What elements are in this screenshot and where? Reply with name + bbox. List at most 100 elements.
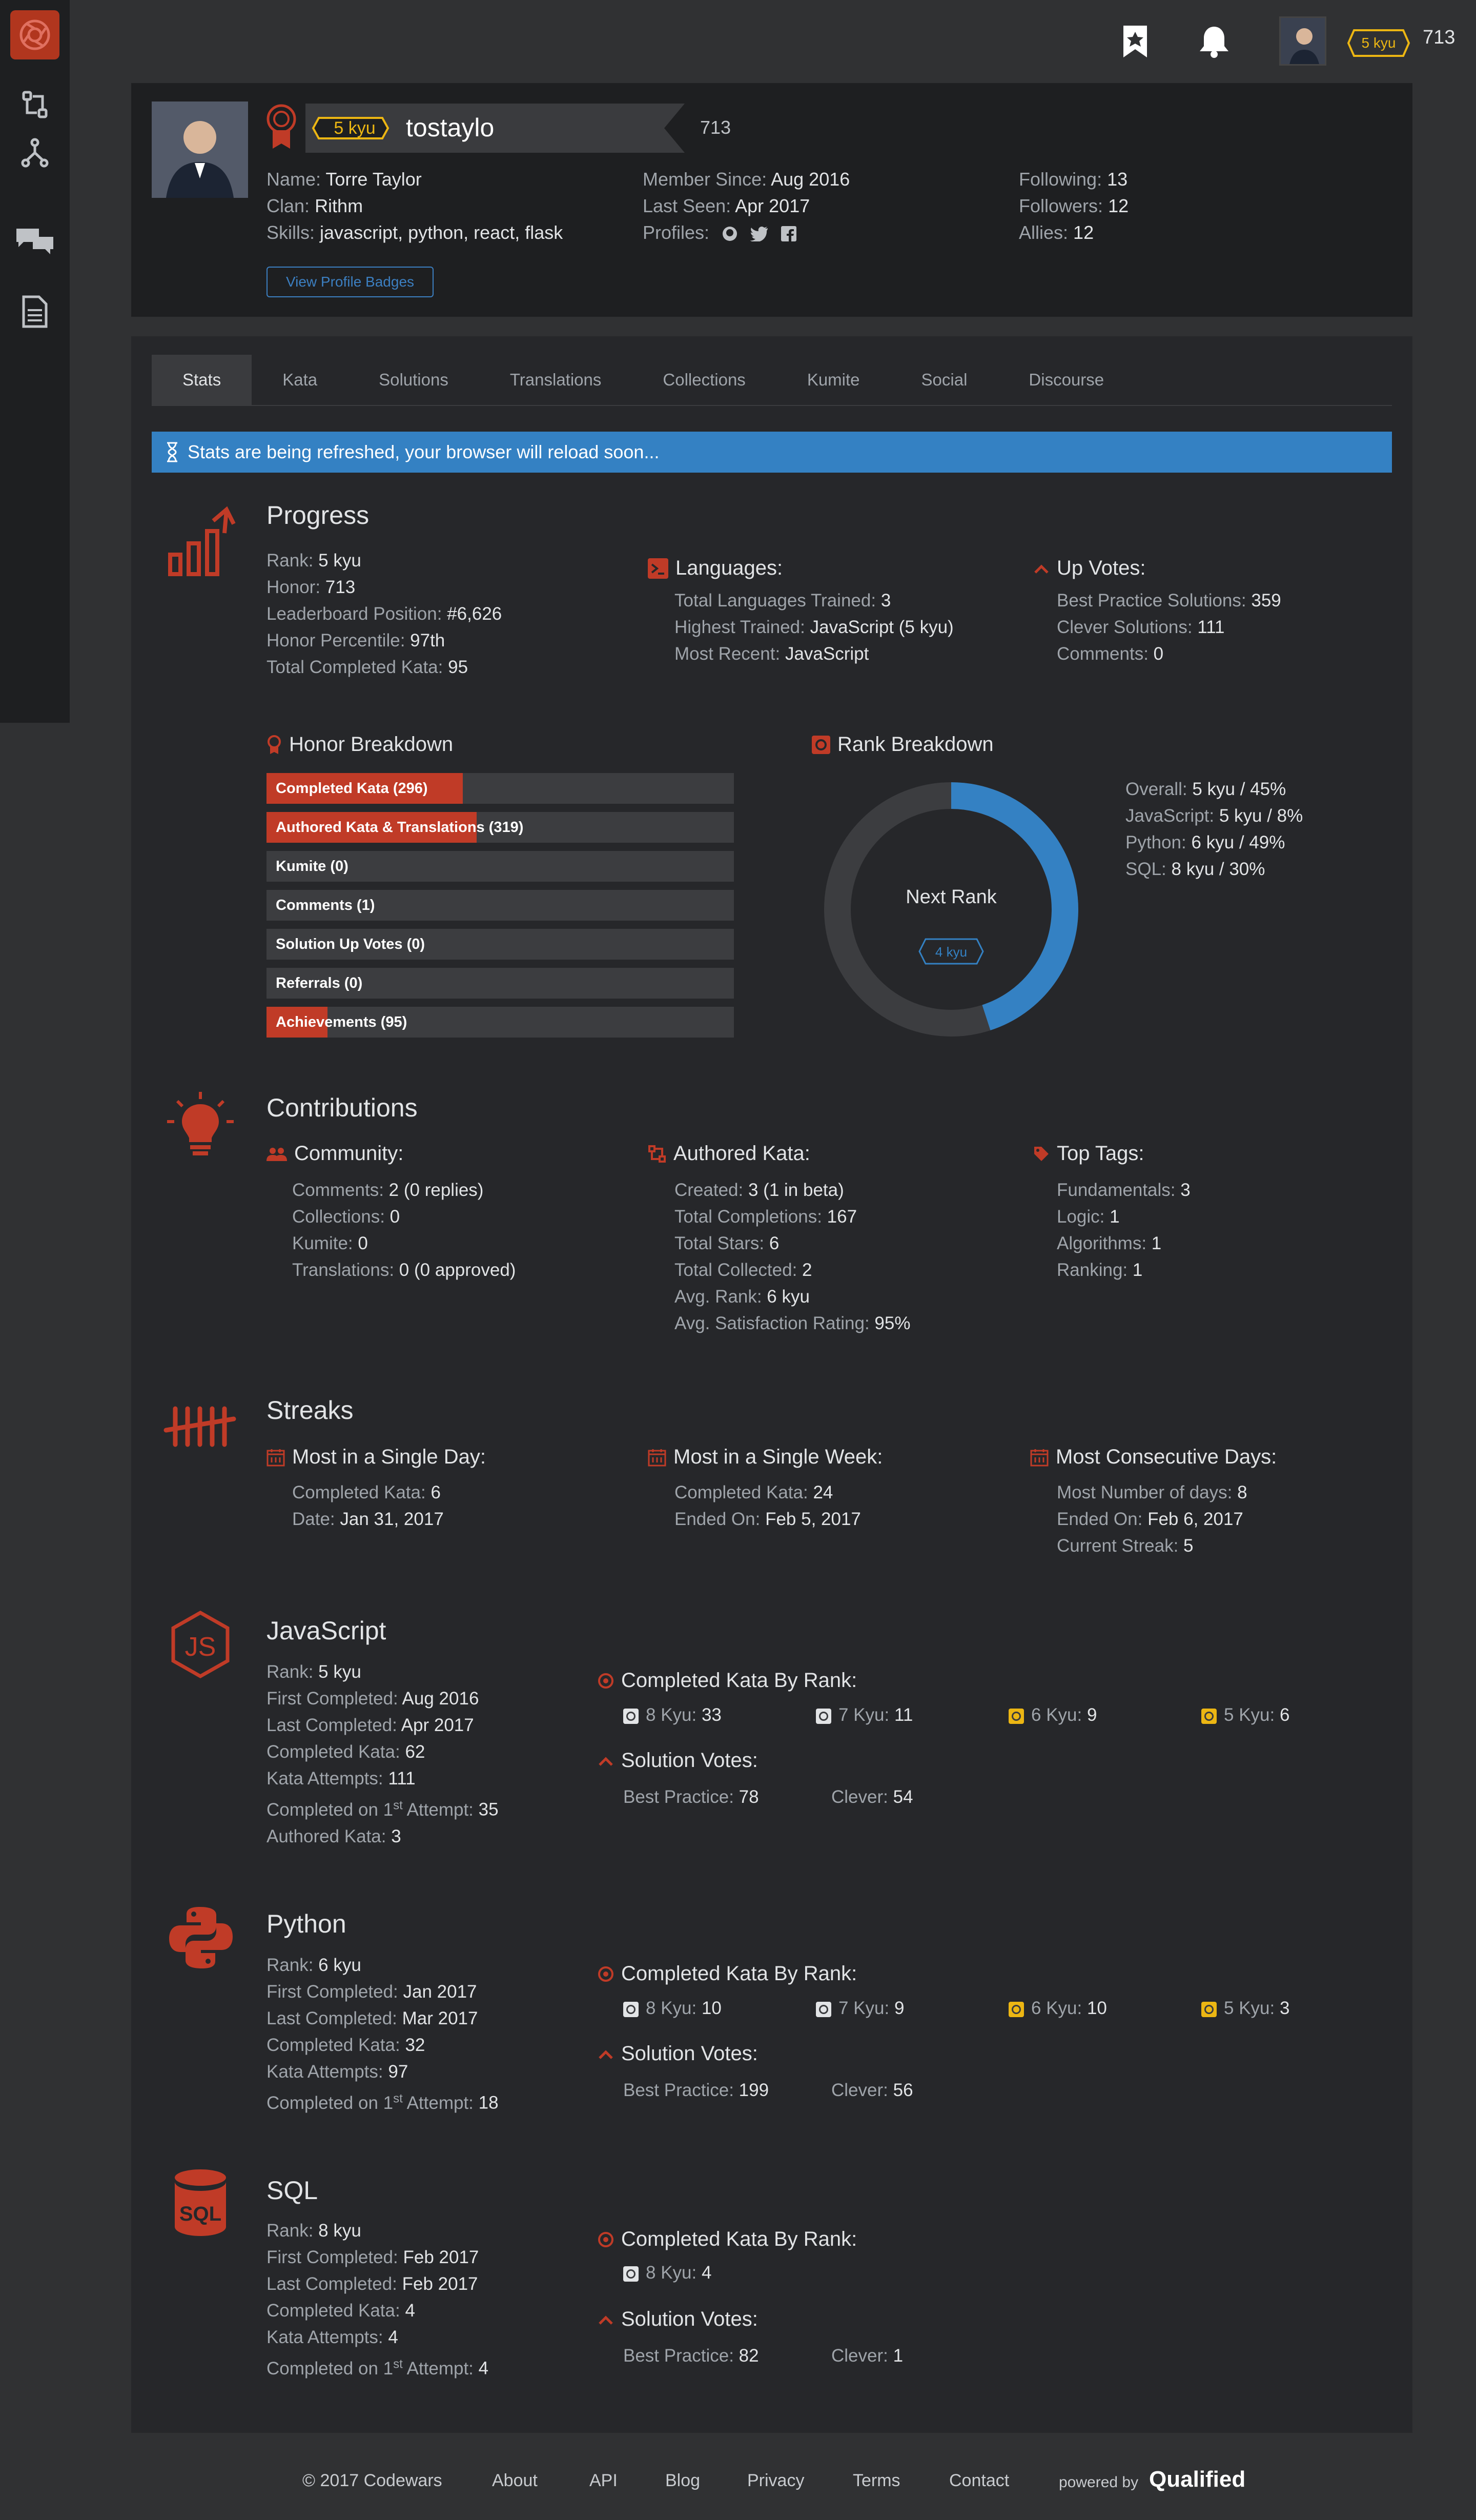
authored-kata-icon [648,1145,666,1163]
progress-title: Progress [266,501,370,530]
rank-breakdown-list: Overall: 5 kyu / 45% JavaScript: 5 kyu /… [1125,776,1303,883]
upvotes-stats: Best Practice Solutions: 359 Clever Solu… [1057,587,1281,667]
rank-target-icon [598,1673,613,1689]
codewars-logo[interactable] [10,10,59,59]
tag-icon [1034,1146,1049,1161]
profile-avatar [152,101,248,198]
tab-social[interactable]: Social [921,370,968,389]
honor-bar-achievements: Achievements (95) [266,1007,734,1038]
js-first-attempt-row: Completed on 1st Attempt: 35 [266,1798,499,1820]
contributions-title: Contributions [266,1093,418,1122]
consecutive-days-stats: Most Number of days: 8 Ended On: Feb 6, … [1057,1479,1247,1559]
py-5kyu: 5 Kyu: 3 [1201,1995,1289,2022]
authored-stars-row: Total Stars: 6 [674,1233,780,1253]
kumite-icon[interactable] [10,128,59,177]
profile-card: 5 kyu tostaylo 713 Name: Torre Taylor Cl… [131,83,1412,317]
followers-row: Followers: 12 [1019,195,1129,216]
notifications-bell-icon[interactable] [1191,18,1237,65]
facebook-icon[interactable] [781,226,797,242]
honor-percentile-row: Honor Percentile: 97th [266,631,445,651]
qualified-logo[interactable]: Qualified [1149,2467,1246,2492]
consecutive-ended-row: Ended On: Feb 6, 2017 [1057,1509,1243,1529]
username-banner: 5 kyu tostaylo [305,104,685,153]
sql-best-practice: Best Practice: 82 [623,2346,759,2366]
twitter-icon[interactable] [750,226,769,242]
footer-link-api[interactable]: API [589,2471,618,2490]
tab-solutions[interactable]: Solutions [379,370,448,389]
footer-link-about[interactable]: About [492,2471,538,2490]
tally-marks-icon [162,1387,239,1464]
terminal-icon [648,558,668,579]
profile-honor: 713 [700,117,731,138]
tab-kumite[interactable]: Kumite [807,370,860,389]
refresh-alert: Stats are being refreshed, your browser … [152,432,1392,473]
py-best-practice: Best Practice: 199 [623,2080,769,2100]
py-last-completed-row: Last Completed: Mar 2017 [266,2008,478,2028]
practice-icon[interactable] [10,80,59,129]
sql-by-rank-heading: Completed Kata By Rank: [598,2228,857,2251]
py-8kyu: 8 Kyu: 10 [623,1995,722,2022]
py-6kyu: 6 Kyu: 10 [1009,1995,1107,2022]
total-completed-row: Total Completed Kata: 95 [266,657,468,677]
member-since-row: Member Since: Aug 2016 [643,169,850,190]
python-icon [162,1900,239,1977]
rank-progress-arc [824,782,1078,1037]
consecutive-most-row: Most Number of days: 8 [1057,1482,1247,1502]
tab-stats[interactable]: Stats [152,355,252,405]
js-5kyu: 5 Kyu: 6 [1201,1702,1289,1729]
sql-stats: Rank: 8 kyu First Completed: Feb 2017 La… [266,2218,488,2382]
community-kumite-row: Kumite: 0 [292,1233,368,1253]
discussion-icon[interactable] [10,215,59,265]
medal-icon [268,735,281,754]
authored-kata-stats: Created: 3 (1 in beta) Total Completions… [674,1177,910,1337]
tab-collections[interactable]: Collections [663,370,746,389]
rank-overall-row: Overall: 5 kyu / 45% [1125,779,1286,799]
sql-completed-kata-row: Completed Kata: 4 [266,2301,415,2321]
honor-bar-comments: Comments (1) [266,890,734,921]
profile-info-col3: Following: 13 Followers: 12 Allies: 12 [1019,166,1129,246]
py-rank-row: Rank: 6 kyu [266,1955,361,1975]
js-6kyu: 6 Kyu: 9 [1009,1702,1097,1729]
rank-sql-row: SQL: 8 kyu / 30% [1125,859,1265,879]
footer-powered-by: powered by [1059,2474,1139,2491]
tab-translations[interactable]: Translations [509,370,602,389]
authored-kata-heading: Authored Kata: [648,1142,810,1165]
authored-created-row: Created: 3 (1 in beta) [674,1180,844,1200]
js-completed-kata-row: Completed Kata: 62 [266,1742,425,1762]
consecutive-days-heading: Most Consecutive Days: [1030,1446,1277,1469]
day-date-row: Date: Jan 31, 2017 [292,1509,444,1529]
profile-skills-row: Skills: javascript, python, react, flask [266,222,563,243]
honor-breakdown-heading: Honor Breakdown [266,733,453,756]
sql-first-completed-row: First Completed: Feb 2017 [266,2247,479,2267]
bookmark-star-icon[interactable] [1112,18,1158,65]
tab-kata[interactable]: Kata [282,370,318,389]
footer-link-contact[interactable]: Contact [949,2471,1010,2490]
user-avatar[interactable] [1279,16,1326,66]
honor-bar-solution-upvotes: Solution Up Votes (0) [266,929,734,960]
footer-link-terms[interactable]: Terms [853,2471,900,2490]
tag-fundamentals-row: Fundamentals: 3 [1057,1180,1191,1200]
footer-link-privacy[interactable]: Privacy [747,2471,805,2490]
calendar-icon [648,1449,666,1466]
allies-row: Allies: 12 [1019,222,1094,243]
footer-link-blog[interactable]: Blog [665,2471,701,2490]
chevron-up-icon [1034,564,1049,574]
sidebar [0,0,70,723]
streaks-title: Streaks [266,1396,354,1425]
progress-rank-row: Rank: 5 kyu [266,551,361,571]
languages-stats: Total Languages Trained: 3 Highest Train… [674,587,954,667]
py-7kyu: 7 Kyu: 9 [816,1995,904,2022]
sql-8kyu: 8 Kyu: 4 [623,2260,711,2286]
js-last-completed-row: Last Completed: Apr 2017 [266,1715,474,1735]
profile-info-col2: Member Since: Aug 2016 Last Seen: Apr 20… [643,166,850,246]
tab-discourse[interactable]: Discourse [1029,370,1104,389]
most-recent-row: Most Recent: JavaScript [674,644,869,664]
sql-database-icon: SQL [162,2164,239,2241]
honor-bar-kumite: Kumite (0) [266,851,734,882]
rank-badge[interactable]: 5 kyu [1347,29,1410,57]
view-profile-badges-button[interactable]: View Profile Badges [266,267,434,297]
docs-icon[interactable] [10,287,59,336]
github-icon[interactable] [722,226,738,242]
progress-stats: Rank: 5 kyu Honor: 713 Leaderboard Posit… [266,547,502,681]
authored-avg-rank-row: Avg. Rank: 6 kyu [674,1287,810,1307]
